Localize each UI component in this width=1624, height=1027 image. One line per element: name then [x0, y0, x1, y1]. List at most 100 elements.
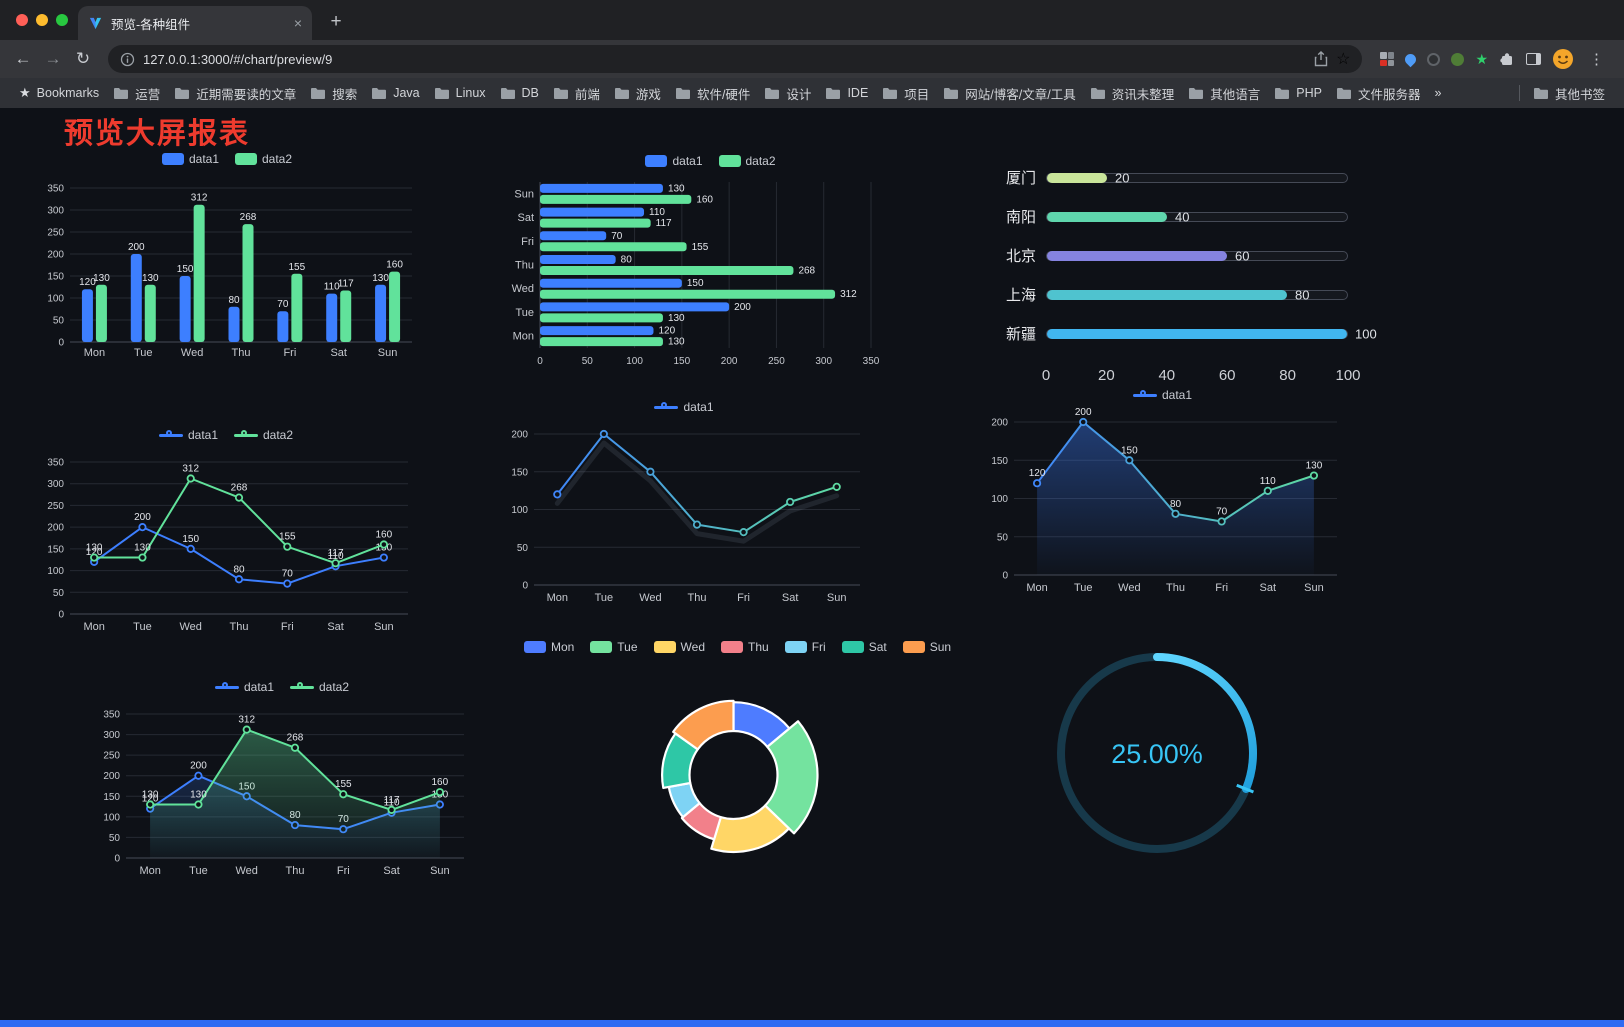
url-text[interactable]: 127.0.0.1:3000/#/chart/preview/9 — [143, 51, 333, 67]
line-chart-two-series: data1 data2 0 50 100 150 200 250 300 350 Mon Tue Wed… — [36, 424, 416, 641]
chart-canvas: 25.00% — [1057, 653, 1257, 853]
window-close-button[interactable] — [16, 14, 28, 26]
svg-text:150: 150 — [103, 792, 120, 803]
forward-button[interactable]: → — [44, 49, 62, 68]
bookmark-item[interactable]: Linux — [427, 83, 493, 103]
other-bookmarks[interactable]: 其他书签 — [1526, 81, 1612, 106]
svg-text:Sat: Sat — [517, 212, 534, 224]
legend-item[interactable]: data1 — [161, 152, 219, 166]
chart-canvas: 0 50 100 150 200 250 300 350 Mon Tue Wed Thu Fri Sat S… — [47, 458, 408, 633]
svg-text:0: 0 — [537, 356, 543, 367]
svg-text:100: 100 — [47, 294, 64, 305]
progress-axis: 0 20 40 60 80 100 — [1041, 367, 1361, 384]
chart-legend: data1 — [980, 384, 1345, 406]
svg-text:150: 150 — [47, 544, 64, 555]
chart-canvas: 0 50 100 150 200 250 300 350 Mon Tue Wed Thu Fri Sat S… — [47, 184, 412, 359]
bookmark-item[interactable]: 软件/硬件 — [668, 81, 757, 106]
extension-icon-dark-circle[interactable] — [1427, 52, 1441, 66]
svg-text:155: 155 — [335, 779, 352, 790]
bookmark-item[interactable]: 网站/博客/文章/工具 — [936, 81, 1082, 106]
bookmark-item[interactable]: 文件服务器 — [1329, 81, 1428, 106]
svg-text:Sun: Sun — [378, 347, 398, 359]
svg-text:130: 130 — [372, 273, 389, 284]
svg-text:268: 268 — [287, 733, 304, 744]
gauge-chart: 25.00% — [1038, 646, 1278, 886]
chart-canvas: 0 50 100 150 200 Mon Tue Wed Thu Fri Sat Sun 120 200 1… — [991, 407, 1337, 594]
legend-item[interactable]: data1 — [214, 680, 274, 694]
bookmark-label: 近期需要读的文章 — [196, 87, 297, 102]
svg-text:0: 0 — [1002, 571, 1008, 582]
extension-icon-pin[interactable] — [1403, 51, 1419, 67]
extension-icon-grid[interactable] — [1380, 52, 1395, 66]
bookmark-item[interactable]: 设计 — [757, 81, 818, 106]
svg-text:312: 312 — [238, 715, 255, 726]
legend-item[interactable]: data2 — [718, 154, 776, 168]
legend-item[interactable]: Fri — [784, 640, 826, 654]
bookmark-label: PHP — [1296, 86, 1322, 100]
legend-item[interactable]: data1 — [1132, 388, 1192, 402]
bookmark-item[interactable]: 前端 — [546, 81, 607, 106]
svg-text:130: 130 — [93, 273, 110, 284]
share-icon[interactable] — [1314, 51, 1328, 67]
bookmarks-root-item[interactable]: ★ Bookmarks — [12, 82, 106, 104]
browser-tab[interactable]: 预览-各种组件 × — [78, 6, 312, 40]
bookmark-star-icon[interactable]: ☆ — [1336, 51, 1351, 68]
address-bar[interactable]: 127.0.0.1:3000/#/chart/preview/9 ☆ — [108, 45, 1363, 73]
bookmarks-divider — [1518, 85, 1520, 101]
svg-text:Mon: Mon — [547, 592, 568, 604]
bookmark-label: 项目 — [904, 87, 930, 102]
window-minimize-button[interactable] — [36, 14, 48, 26]
browser-menu-icon[interactable]: ⋮ — [1589, 51, 1604, 68]
extensions-puzzle-icon[interactable] — [1499, 51, 1515, 67]
legend-item[interactable]: Tue — [590, 640, 638, 654]
extension-icon-green-star[interactable]: ★ — [1475, 51, 1488, 67]
bookmark-label: 文件服务器 — [1357, 87, 1421, 102]
bookmark-item[interactable]: 游戏 — [607, 81, 668, 106]
bookmark-item[interactable]: Java — [364, 83, 426, 103]
svg-text:117: 117 — [384, 795, 400, 806]
bookmark-item[interactable]: 其他语言 — [1181, 81, 1267, 106]
bookmark-item[interactable]: 近期需要读的文章 — [167, 81, 303, 106]
traffic-lights — [16, 14, 68, 26]
new-tab-button[interactable]: + — [330, 11, 342, 32]
extension-icon-green-circle[interactable] — [1451, 52, 1465, 66]
bookmark-item[interactable]: PHP — [1267, 83, 1329, 103]
progress-value: 100 — [1355, 326, 1377, 341]
legend-item[interactable]: data2 — [290, 680, 349, 694]
svg-text:200: 200 — [47, 250, 64, 261]
bookmark-label: 网站/博客/文章/工具 — [965, 87, 1076, 102]
legend-item[interactable]: data1 — [645, 154, 703, 168]
legend-item[interactable]: data1 — [158, 428, 218, 442]
side-panel-icon[interactable] — [1526, 53, 1541, 65]
window-zoom-button[interactable] — [56, 14, 68, 26]
legend-item[interactable]: Sun — [902, 640, 951, 654]
legend-item[interactable]: Wed — [653, 640, 705, 654]
svg-text:250: 250 — [103, 751, 120, 762]
legend-item[interactable]: Mon — [523, 640, 574, 654]
bookmark-item[interactable]: 运营 — [106, 81, 167, 106]
bookmark-item[interactable]: IDE — [818, 83, 875, 103]
site-info-icon[interactable] — [120, 52, 135, 67]
tab-close-icon[interactable]: × — [293, 15, 302, 31]
bookmark-item[interactable]: 资讯未整理 — [1083, 81, 1182, 106]
back-button[interactable]: ← — [14, 49, 32, 68]
reload-button[interactable]: ↻ — [75, 49, 91, 68]
svg-text:Tue: Tue — [133, 621, 152, 633]
area-line-chart-two-series: data1 data2 0 50 100 150 200 250 300 350 Mon Tue Wed… — [92, 676, 472, 885]
legend-item[interactable]: data1 — [654, 400, 714, 414]
bookmarks-overflow-chevron[interactable]: » — [1434, 86, 1442, 100]
progress-track: 80 — [1046, 287, 1348, 302]
svg-text:268: 268 — [240, 212, 257, 223]
legend-item[interactable]: data2 — [235, 152, 292, 166]
bookmark-item[interactable]: 项目 — [875, 81, 936, 106]
profile-avatar[interactable] — [1552, 48, 1574, 70]
svg-text:268: 268 — [231, 483, 248, 494]
legend-item[interactable]: Thu — [721, 640, 769, 654]
svg-text:200: 200 — [511, 430, 528, 441]
bookmark-item[interactable]: DB — [493, 83, 546, 103]
legend-item[interactable]: Sat — [841, 640, 887, 654]
bookmark-item[interactable]: 搜索 — [303, 81, 364, 106]
legend-item[interactable]: data2 — [234, 428, 293, 442]
svg-text:150: 150 — [991, 456, 1008, 467]
